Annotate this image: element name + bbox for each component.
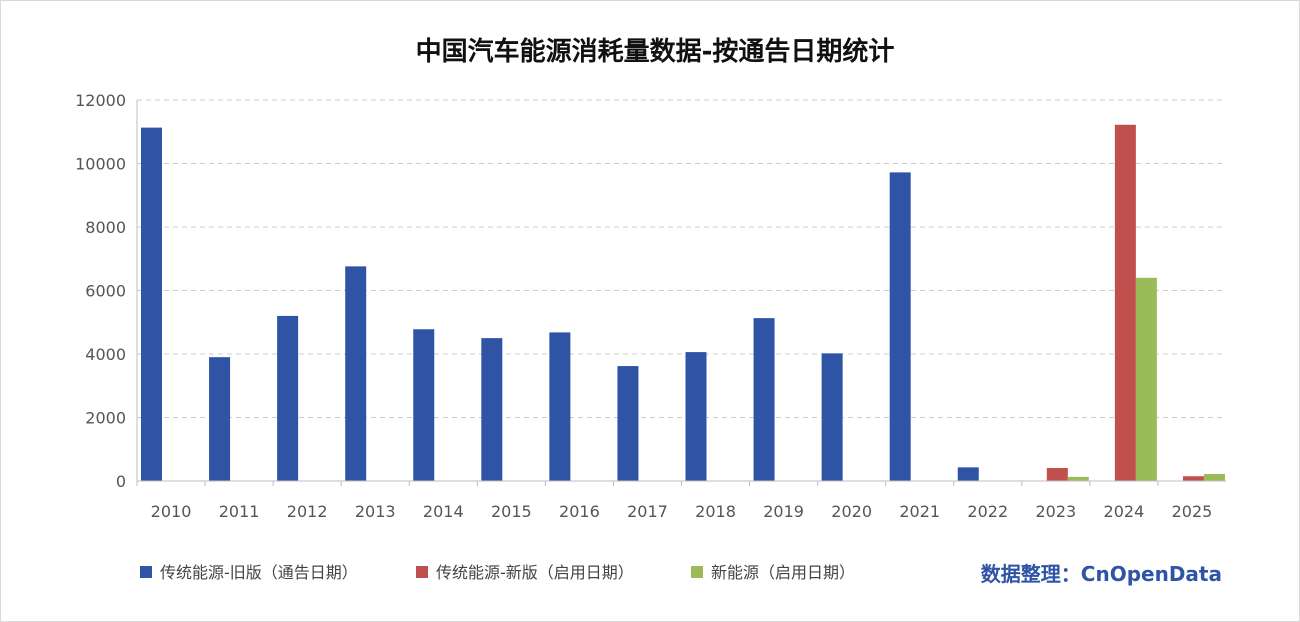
bar (413, 329, 435, 481)
x-tick-label: 2015 (491, 502, 532, 521)
y-tick-label: 10000 (75, 155, 126, 174)
bar (481, 338, 503, 481)
y-tick-label: 2000 (85, 409, 126, 428)
bar (685, 352, 707, 481)
chart-title: 中国汽车能源消耗量数据-按通告日期统计 (416, 36, 895, 67)
legend-swatch (416, 566, 428, 578)
y-tick-label: 12000 (75, 91, 126, 110)
axes (136, 100, 1226, 486)
legend-swatch (140, 566, 152, 578)
x-tick-label: 2017 (627, 502, 668, 521)
grid-lines (137, 99, 1226, 418)
bar (1046, 467, 1068, 481)
bar (209, 357, 231, 481)
bar (1182, 476, 1204, 481)
x-tick-label: 2021 (899, 502, 940, 521)
x-tick-label: 2020 (831, 502, 872, 521)
x-tick-label: 2024 (1104, 502, 1145, 521)
y-tick-label: 6000 (85, 282, 126, 301)
legend: 传统能源-旧版（通告日期） 传统能源-新版（启用日期） 新能源（启用日期） (140, 563, 855, 582)
y-tick-label: 8000 (85, 218, 126, 237)
bar (141, 127, 162, 481)
x-tick-label: 2023 (1035, 502, 1076, 521)
bar (1135, 277, 1157, 481)
x-tick-label: 2016 (559, 502, 600, 521)
y-axis-ticks: 0 2000 4000 6000 8000 10000 12000 (75, 91, 126, 491)
bar (1114, 124, 1136, 481)
y-tick-label: 4000 (85, 345, 126, 364)
y-tick-label: 0 (116, 472, 126, 491)
bar (821, 353, 843, 481)
x-tick-label: 2025 (1172, 502, 1213, 521)
x-tick-label: 2013 (355, 502, 396, 521)
x-tick-label: 2014 (423, 502, 464, 521)
legend-swatch (691, 566, 703, 578)
legend-label: 传统能源-旧版（通告日期） (160, 563, 358, 582)
bar (549, 332, 571, 481)
legend-label: 新能源（启用日期） (711, 563, 855, 582)
bar (277, 315, 299, 481)
x-tick-label: 2019 (763, 502, 804, 521)
x-tick-label: 2022 (967, 502, 1008, 521)
x-tick-label: 2011 (219, 502, 260, 521)
x-tick-label: 2012 (287, 502, 328, 521)
bars (141, 124, 1225, 481)
bar (753, 318, 775, 481)
bar (345, 266, 367, 481)
bar (1067, 476, 1089, 481)
data-credit: 数据整理：CnOpenData (981, 562, 1222, 586)
x-axis-ticks: 2010 2011 2012 2013 2014 2015 2016 2017 2018 2019… (151, 502, 1213, 521)
bar (889, 172, 911, 481)
x-tick-label: 2010 (151, 502, 192, 521)
bar (957, 467, 979, 481)
bar (617, 366, 639, 481)
legend-label: 传统能源-新版（启用日期） (436, 563, 634, 582)
bar (1203, 474, 1225, 481)
x-tick-label: 2018 (695, 502, 736, 521)
